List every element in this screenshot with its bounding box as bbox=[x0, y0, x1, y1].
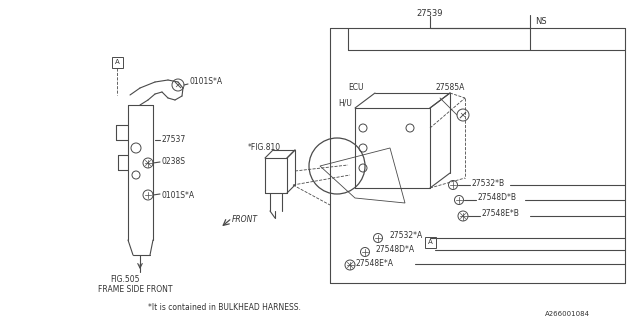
Text: 0238S: 0238S bbox=[162, 157, 186, 166]
Text: 27539: 27539 bbox=[417, 9, 444, 18]
Text: ECU: ECU bbox=[348, 84, 364, 92]
Text: H/U: H/U bbox=[338, 99, 352, 108]
Text: 27532*B: 27532*B bbox=[472, 179, 505, 188]
Text: 27537: 27537 bbox=[162, 135, 186, 145]
Text: FRAME SIDE FRONT: FRAME SIDE FRONT bbox=[98, 285, 173, 294]
Bar bbox=[111, 57, 122, 68]
Text: A: A bbox=[115, 59, 120, 65]
Text: 0101S*A: 0101S*A bbox=[190, 77, 223, 86]
Text: FIG.505: FIG.505 bbox=[110, 276, 140, 284]
Text: *It is contained in BULKHEAD HARNESS.: *It is contained in BULKHEAD HARNESS. bbox=[148, 303, 301, 313]
Text: 27585A: 27585A bbox=[435, 84, 465, 92]
Text: 27532*A: 27532*A bbox=[390, 231, 423, 241]
Text: A: A bbox=[428, 239, 433, 245]
Text: NS: NS bbox=[535, 18, 547, 27]
Text: 27548E*A: 27548E*A bbox=[355, 260, 393, 268]
Text: *FIG.810: *FIG.810 bbox=[248, 143, 281, 153]
Text: A266001084: A266001084 bbox=[545, 311, 590, 317]
Bar bbox=[424, 236, 435, 247]
Text: 27548D*A: 27548D*A bbox=[375, 245, 414, 254]
Text: FRONT: FRONT bbox=[232, 215, 258, 225]
Text: 27548D*B: 27548D*B bbox=[478, 194, 517, 203]
Text: 0101S*A: 0101S*A bbox=[162, 190, 195, 199]
Text: 27548E*B: 27548E*B bbox=[482, 210, 520, 219]
